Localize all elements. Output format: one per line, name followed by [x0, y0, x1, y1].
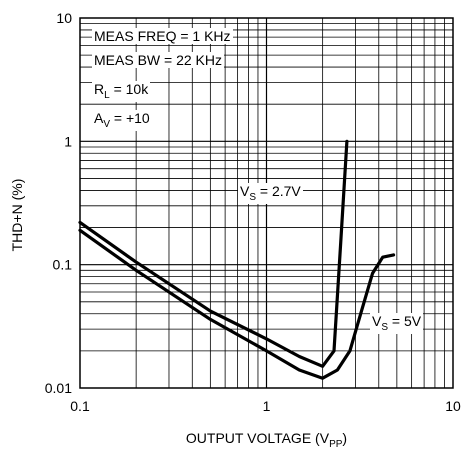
- series-line-vs-5v: [78, 228, 396, 380]
- x-axis-title: OUTPUT VOLTAGE (VPP): [185, 430, 348, 450]
- series-label-vs-5v: VS = 5V: [370, 313, 424, 334]
- x-tick-label: 10: [445, 398, 461, 414]
- y-tick-labels: 10 1 0.1 0.01: [45, 10, 72, 396]
- y-axis-title: THD+N (%): [9, 178, 25, 252]
- y-tick-label: 0.01: [45, 380, 72, 396]
- y-tick-label: 0.1: [53, 257, 73, 273]
- plot-frame: [79, 17, 454, 389]
- conditions-line-2: MEAS BW = 22 KHz: [92, 52, 224, 68]
- conditions-line-3: RL = 10k: [92, 81, 151, 102]
- y-tick-label: 1: [64, 133, 72, 149]
- x-tick-label: 1: [263, 398, 271, 414]
- conditions-line-4: AV = +10: [92, 110, 152, 131]
- conditions-line-1: MEAS FREQ = 1 KHz: [92, 28, 233, 44]
- series-label-vs-2-7v: VS = 2.7V: [238, 183, 303, 204]
- series-layer: [78, 139, 396, 380]
- x-tick-label: 0.1: [70, 398, 90, 414]
- series-line-vs-2-7v: [78, 139, 349, 368]
- y-tick-label: 10: [56, 10, 72, 26]
- x-tick-labels: 0.1 1 10: [70, 398, 461, 414]
